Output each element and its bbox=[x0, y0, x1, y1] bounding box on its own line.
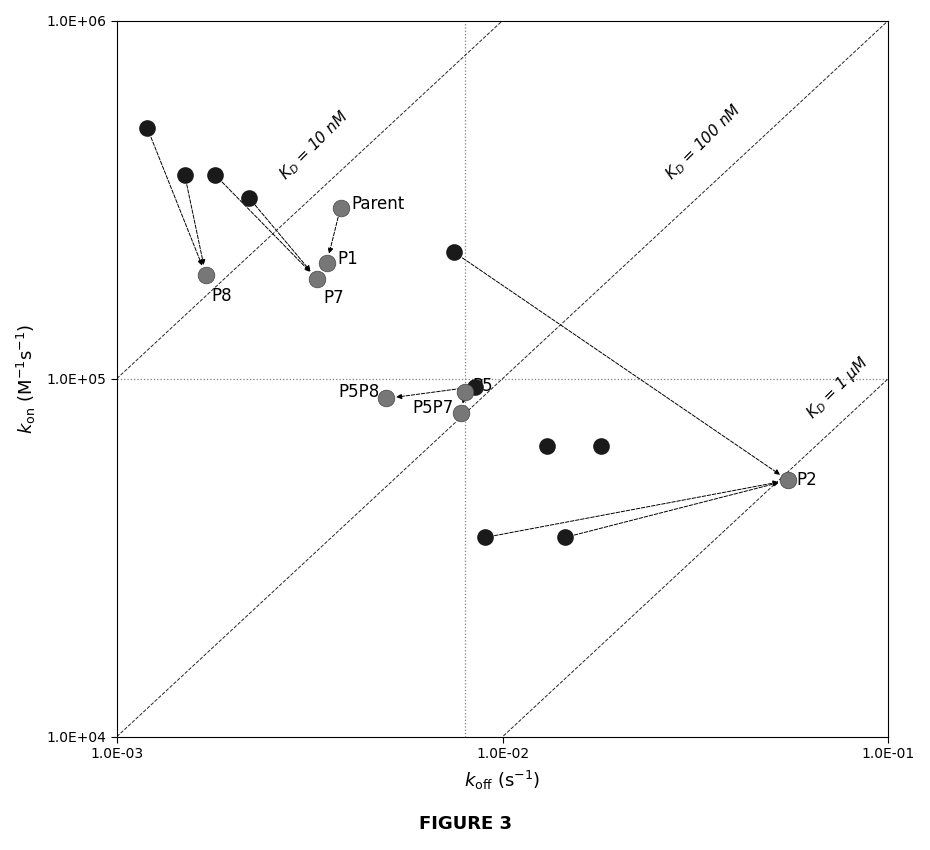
Text: $K_D$ = 10 nM: $K_D$ = 10 nM bbox=[276, 107, 352, 184]
Text: $K_D$ = 1 μM: $K_D$ = 1 μM bbox=[803, 354, 873, 423]
Text: Parent: Parent bbox=[352, 195, 405, 212]
Text: FIGURE 3: FIGURE 3 bbox=[418, 815, 512, 833]
Text: $K_D$ = 100 nM: $K_D$ = 100 nM bbox=[662, 100, 746, 184]
Text: P1: P1 bbox=[338, 250, 359, 268]
Text: P5P7: P5P7 bbox=[413, 399, 454, 416]
Text: P7: P7 bbox=[324, 289, 344, 307]
X-axis label: $k_\mathregular{off}$ (s$^{-1}$): $k_\mathregular{off}$ (s$^{-1}$) bbox=[464, 769, 540, 792]
Text: P8: P8 bbox=[211, 286, 232, 304]
Text: P2: P2 bbox=[797, 471, 817, 490]
Text: P5P8: P5P8 bbox=[339, 382, 379, 400]
Text: P5: P5 bbox=[472, 377, 493, 395]
Y-axis label: $k_\mathregular{on}$ (M$^{-1}$s$^{-1}$): $k_\mathregular{on}$ (M$^{-1}$s$^{-1}$) bbox=[15, 324, 38, 434]
